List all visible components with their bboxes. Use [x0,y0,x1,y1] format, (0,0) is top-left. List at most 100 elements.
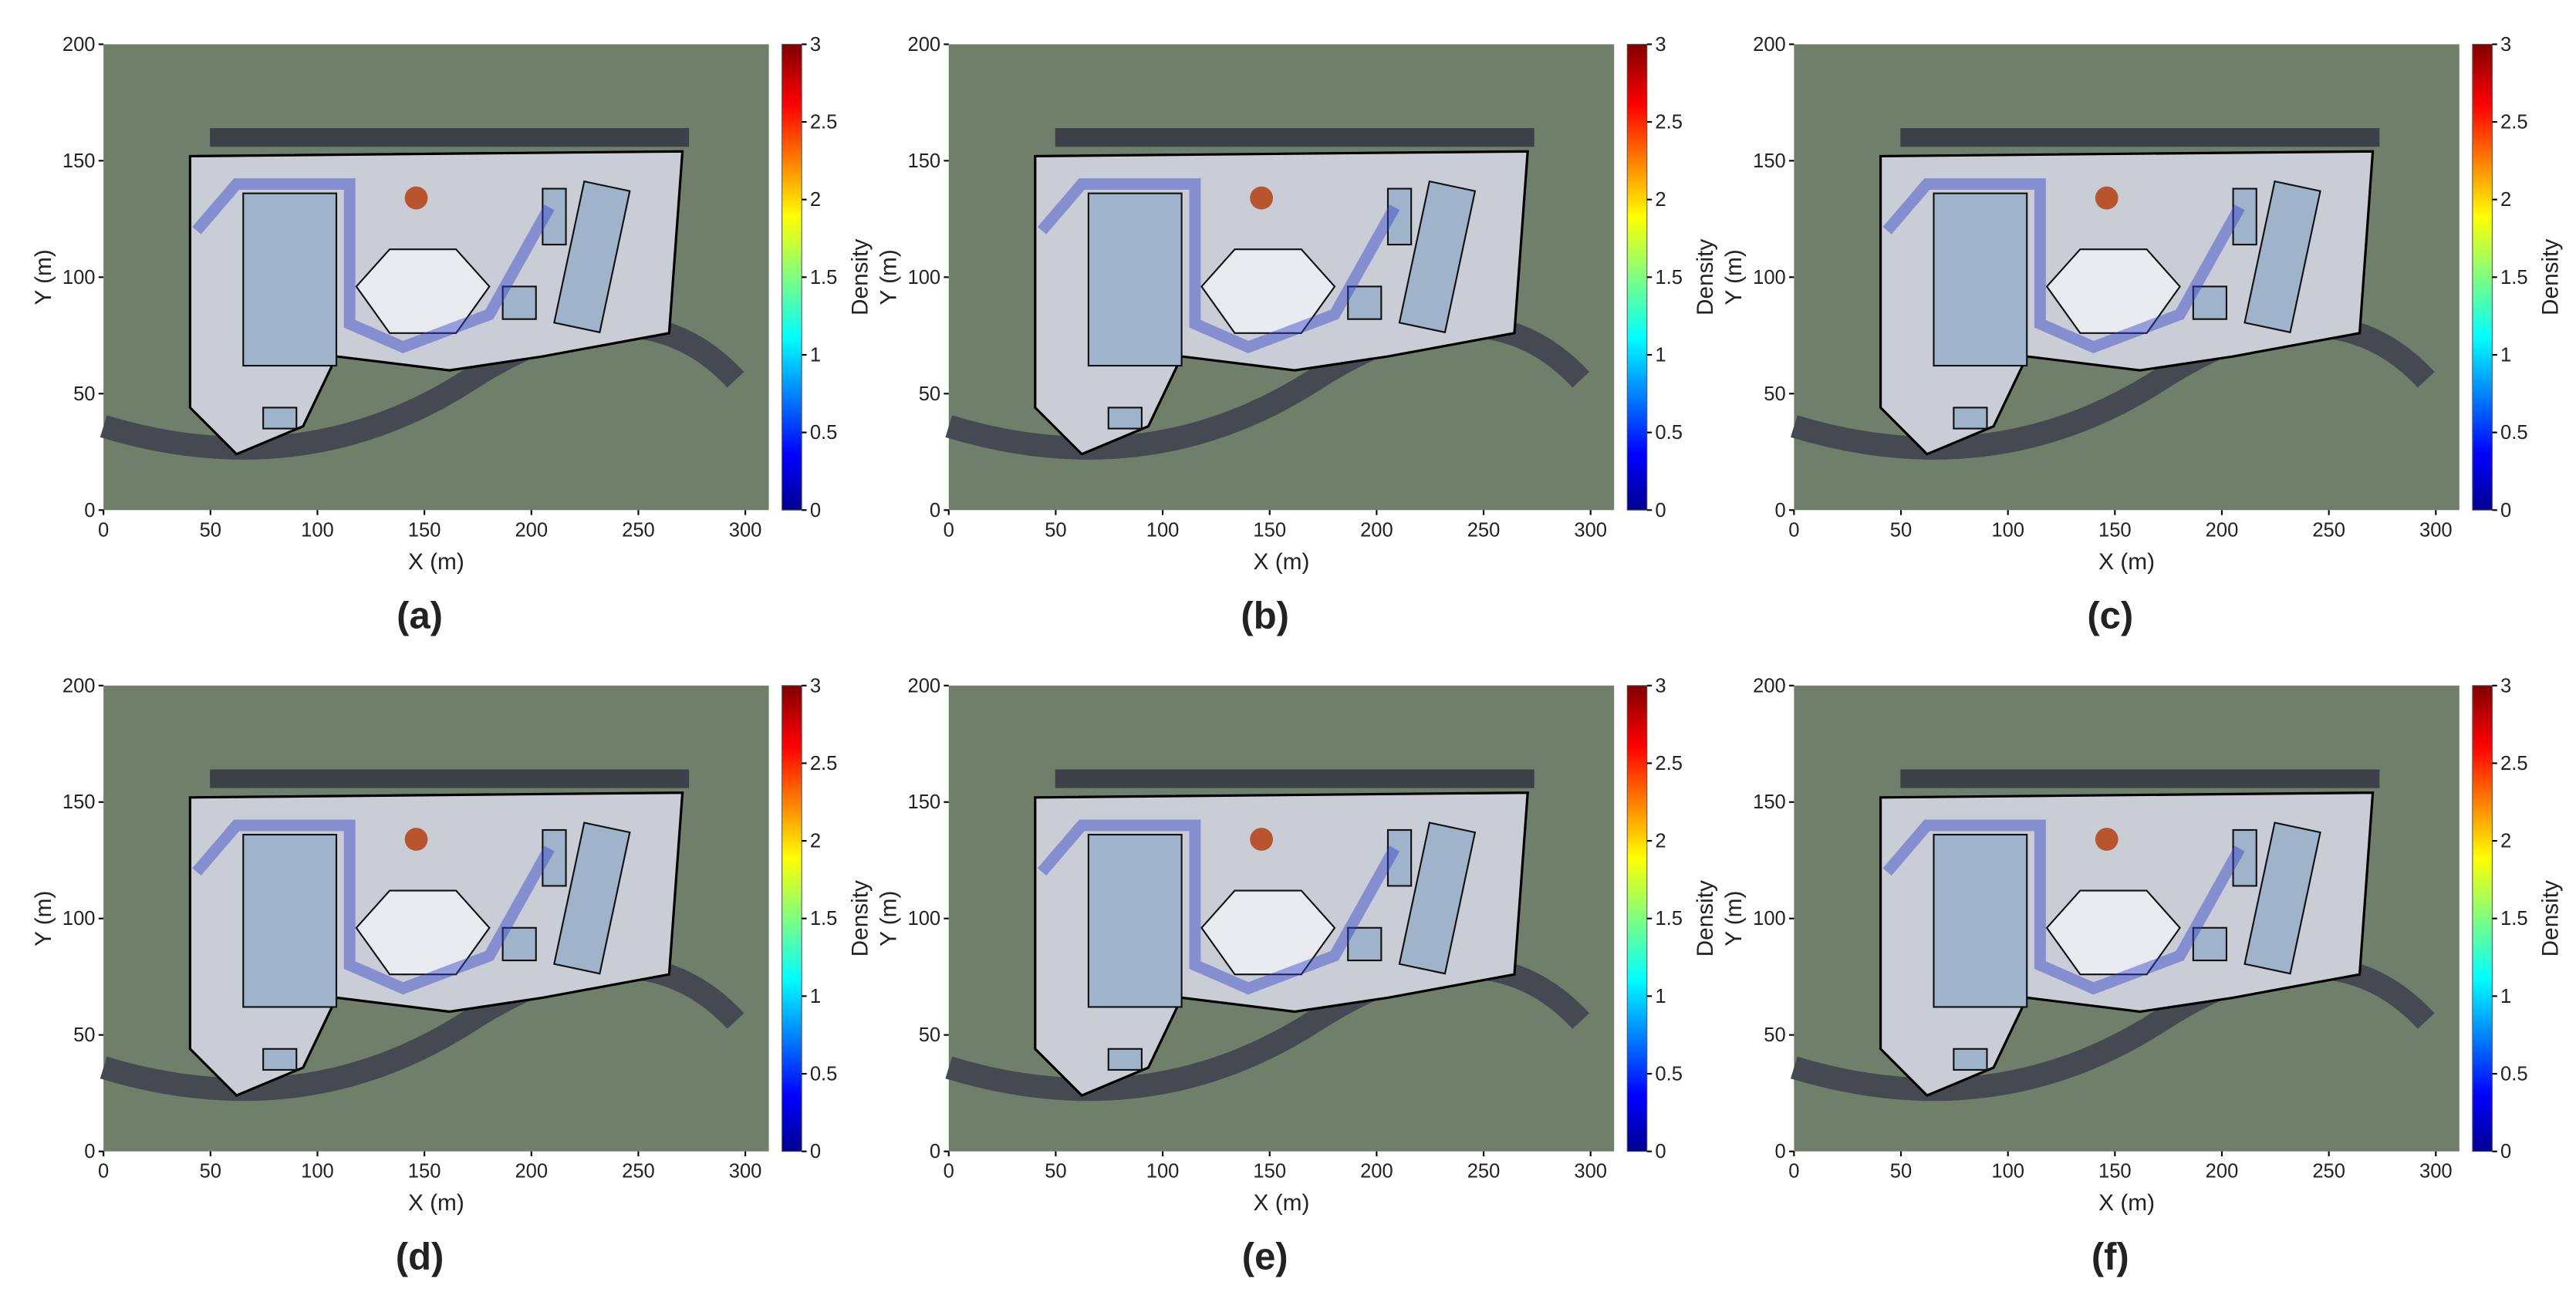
x-tick-label: 150 [2098,1161,2132,1183]
y-tick-label: 150 [908,791,941,813]
x-tick-label: 0 [944,1161,954,1183]
colorbar-tick-label: 0.5 [2500,1064,2528,1085]
colorbar-tick-label: 1 [2500,345,2511,366]
x-tick-label: 150 [2098,519,2132,541]
x-axis-label: X (m) [1254,549,1310,575]
x-tick-label: 200 [2206,1161,2239,1183]
colorbar-tick-label: 2 [1655,189,1666,211]
x-tick-label: 300 [2419,1161,2453,1183]
colorbar-tick-label: 3 [810,675,821,697]
panel: 0 50 100 150 200 250 300 0 50 100 150 200 X (m) Y (m)… [876,675,1718,1277]
road [210,128,690,147]
building [1107,1048,1143,1071]
x-tick-label: 200 [2206,519,2239,541]
y-tick-label: 0 [84,1141,95,1162]
colorbar-tick-label: 3 [1655,34,1666,56]
y-tick-label: 50 [919,1024,940,1046]
x-tick-label: 100 [1991,519,2024,541]
x-tick-label: 50 [1890,519,1912,541]
x-tick-label: 300 [729,1161,762,1183]
x-tick-label: 250 [2312,1161,2345,1183]
panel: 0 50 100 150 200 250 300 0 50 100 150 200 X (m) Y (m)… [31,675,873,1277]
x-tick-label: 50 [1045,1161,1066,1183]
y-tick-label: 0 [84,500,95,521]
x-tick-label: 300 [729,519,762,541]
plaza [404,828,428,851]
colorbar-label: Density [1693,880,1718,957]
panel: 0 50 100 150 200 250 300 0 50 100 150 200 X (m) Y (m)… [1721,675,2563,1277]
colorbar-tick-label: 0 [810,1141,821,1162]
building [262,1048,298,1071]
colorbar-label: Density [2538,239,2564,315]
colorbar-tick-label: 3 [2500,675,2511,697]
road [1055,128,1534,147]
building [553,822,631,975]
building [1347,926,1383,962]
panel: 0 50 100 150 200 250 300 0 50 100 150 200 X (m) Y (m)… [31,34,873,636]
y-tick-label: 150 [62,791,96,813]
y-tick-label: 150 [62,150,96,172]
colorbar-label: Density [2538,880,2564,957]
plaza [1250,828,1274,851]
colorbar-tick-label: 0.5 [1655,1064,1683,1085]
x-tick-label: 200 [1360,1161,1393,1183]
x-axis-label: X (m) [408,549,464,575]
x-tick-label: 250 [1467,519,1501,541]
colorbar-tick-label: 1.5 [1655,267,1683,288]
y-tick-label: 50 [73,383,95,405]
x-axis-label: X (m) [1254,1190,1310,1216]
building [2192,285,2228,320]
y-tick-label: 100 [62,908,96,930]
x-tick-label: 150 [1253,519,1286,541]
panel-label: (f) [2092,1237,2129,1278]
colorbar-tick-label: 2 [1655,831,1666,852]
colorbar-tick-label: 2 [2500,189,2511,211]
colorbar-label: Density [847,880,873,957]
y-tick-label: 200 [908,675,941,697]
colorbar-tick-label: 1.5 [810,267,838,288]
x-tick-label: 50 [200,1161,221,1183]
x-axis-label: X (m) [2098,1190,2155,1216]
panel-label: (b) [1241,595,1289,636]
y-tick-label: 200 [62,34,96,56]
building [553,180,631,334]
road [1900,769,2380,788]
density-overlay [1037,819,1400,995]
y-axis-label: Y (m) [876,249,902,305]
x-tick-label: 50 [1045,519,1066,541]
colorbar-tick-label: 3 [810,34,821,56]
colorbar-tick-label: 0.5 [810,422,838,444]
building [242,833,338,1008]
plaza [1250,186,1274,210]
colorbar-tick-label: 2.5 [2500,112,2528,133]
density-overlay [192,178,555,353]
y-tick-label: 150 [1753,791,1786,813]
colorbar-tick-label: 0.5 [2500,422,2528,444]
density-overlay [192,819,555,995]
x-tick-label: 300 [2419,519,2453,541]
x-tick-label: 200 [1360,519,1393,541]
y-axis-label: Y (m) [1721,891,1747,946]
building [262,407,298,430]
colorbar-tick-label: 0 [2500,500,2511,521]
x-tick-label: 200 [515,1161,548,1183]
road [210,769,690,788]
x-tick-label: 100 [1146,1161,1180,1183]
colorbar [1626,685,1648,1152]
colorbar-tick-label: 1 [810,986,821,1007]
colorbar-tick-label: 1.5 [810,908,838,930]
building [2045,248,2181,334]
panel-label: (a) [397,595,443,636]
colorbar-tick-label: 1 [1655,345,1666,366]
y-tick-label: 200 [1753,34,1786,56]
building [542,828,567,887]
building [242,192,338,367]
y-tick-label: 200 [62,675,96,697]
building [542,187,567,246]
y-axis-label: Y (m) [31,891,56,946]
building [1953,407,1988,430]
building [1953,1048,1988,1071]
y-tick-label: 100 [908,267,941,288]
colorbar-tick-label: 3 [1655,675,1666,697]
